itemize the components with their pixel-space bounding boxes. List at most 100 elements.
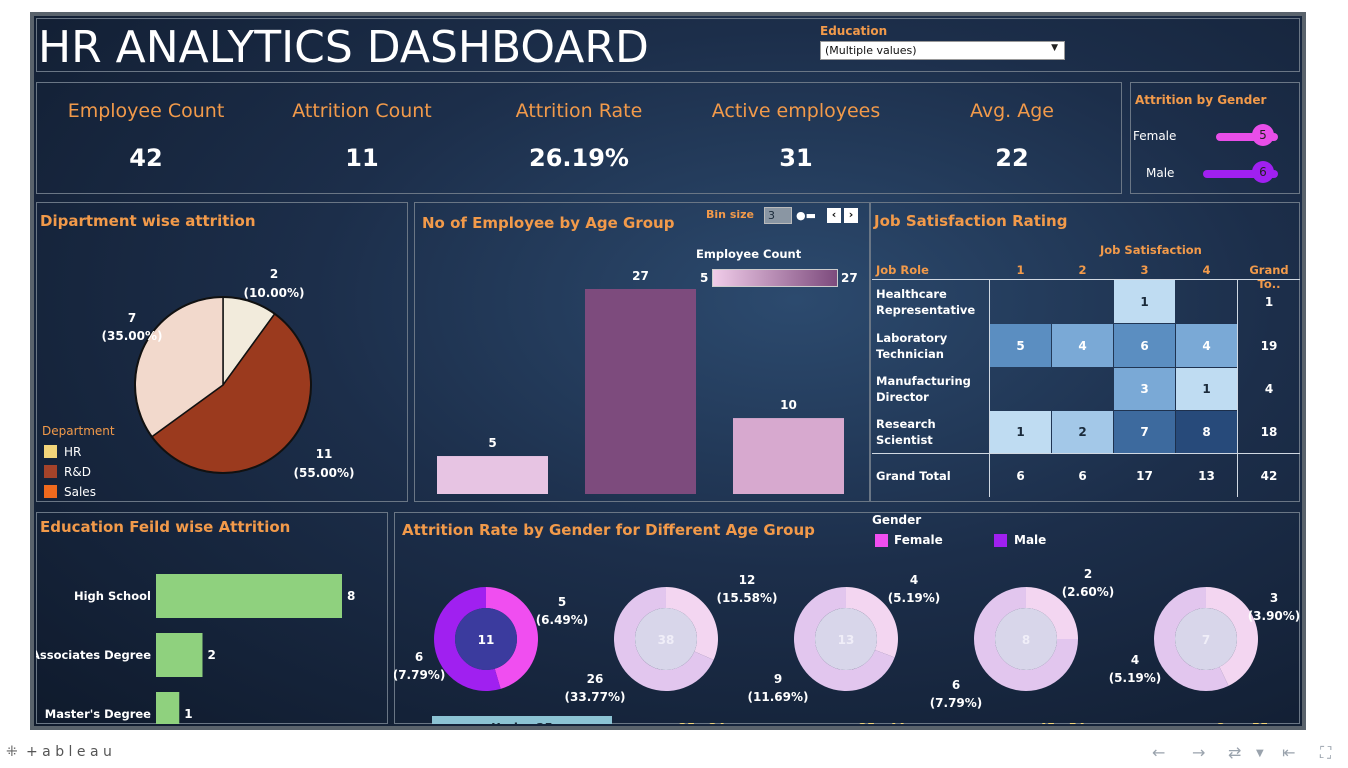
first-page-icon[interactable]: ⇤ xyxy=(1282,743,1296,762)
female-value-label: 5 xyxy=(558,595,566,609)
donut-female-segment xyxy=(486,587,538,689)
age-group-panel xyxy=(414,202,870,502)
male-pct-label: (5.19%) xyxy=(1109,671,1162,685)
kpi-value: 22 xyxy=(995,144,1029,172)
chevron-down-icon[interactable]: ▼ xyxy=(1256,748,1264,759)
age-bar xyxy=(733,418,844,494)
education-filter-dropdown[interactable]: (Multiple values) ▼ xyxy=(820,41,1065,60)
gender-bar xyxy=(1215,133,1278,141)
job-satisfaction-cell: 4 xyxy=(1176,324,1237,367)
donut-center xyxy=(635,608,697,670)
job-satisfaction-cell: 5 xyxy=(990,324,1051,367)
job-role-label: Laboratory Technician xyxy=(876,330,948,361)
kpi-label: Avg. Age xyxy=(969,100,1054,122)
pie-pct-label: (55.00%) xyxy=(294,466,355,480)
job-satisfaction-cell: 6 xyxy=(1114,324,1175,367)
age-tab-label: 35 - 44 xyxy=(859,721,906,724)
job-satisfaction-cell: 2 xyxy=(1052,411,1113,453)
job-satisfaction-col-label: 3 xyxy=(1140,263,1149,277)
job-satisfaction-cell: 13 xyxy=(1198,469,1215,483)
job-satisfaction-cell: 18 xyxy=(1260,425,1278,439)
color-legend-min: 5 xyxy=(700,271,709,285)
gender-panel-title: Attrition by Gender xyxy=(1135,93,1267,107)
revert-icon[interactable]: ⇄ xyxy=(1228,743,1242,762)
department-panel xyxy=(36,202,408,502)
job-satisfaction-cell: 3 xyxy=(1114,368,1175,410)
job-satisfaction-cell: 17 xyxy=(1136,469,1153,483)
donut-male-segment xyxy=(794,587,895,691)
color-legend-ramp xyxy=(712,269,838,287)
female-pct-label: (3.90%) xyxy=(1248,609,1300,623)
age-group-bar-chart[interactable]: 51827211024 xyxy=(414,202,870,502)
female-value-label: 3 xyxy=(1270,591,1278,605)
pie-pct-label: (10.00%) xyxy=(244,286,305,300)
kpi-value: 42 xyxy=(129,144,163,172)
redo-icon[interactable]: → xyxy=(1192,743,1206,762)
education-chart-title: Education Feild wise Attrition xyxy=(40,518,291,536)
department-legend-title: Department xyxy=(42,424,115,438)
female-pct-label: (15.58%) xyxy=(717,591,778,605)
male-pct-label: (11.69%) xyxy=(748,690,809,704)
male-value-label: 6 xyxy=(952,678,960,692)
education-bar-chart[interactable]: High School 8 Associates Degree 2 Master's D… xyxy=(36,512,388,724)
color-legend-max: 27 xyxy=(841,271,858,285)
slider-icon[interactable]: ●▬ xyxy=(796,209,816,222)
donut-center-value: 38 xyxy=(658,633,675,647)
age-bar xyxy=(585,289,696,494)
department-legend-swatch xyxy=(44,485,57,498)
male-pct-label: (7.79%) xyxy=(394,668,445,682)
donut-center-value: 8 xyxy=(1022,633,1030,647)
job-satisfaction-cell xyxy=(1176,280,1237,323)
kpi-value: 31 xyxy=(779,144,813,172)
kpi-label: Employee Count xyxy=(67,100,225,122)
fullscreen-icon[interactable]: ⛶ xyxy=(1320,743,1332,762)
job-role-header: Job Role xyxy=(876,263,929,277)
color-legend-title: Employee Count xyxy=(696,247,802,261)
table-line xyxy=(872,279,1300,280)
education-panel xyxy=(36,512,388,724)
education-bar-value: 1 xyxy=(184,707,192,721)
age-tab-label: 45 - 54 xyxy=(1039,721,1086,724)
education-bar-category: Associates Degree xyxy=(36,648,151,662)
department-pie-chart[interactable]: 2 (10.00%) 11 (55.00%) 7 (35.00%) Department HR… xyxy=(36,202,408,502)
age-tab-label: Over 55 xyxy=(1216,721,1269,724)
gender-bar xyxy=(1203,170,1278,178)
gender-age-chart-title: Attrition Rate by Gender for Different A… xyxy=(402,521,815,539)
pie-outline xyxy=(134,296,312,474)
chevron-right-button[interactable]: › xyxy=(844,208,858,223)
kpi-value: 26.19% xyxy=(529,144,629,172)
pie-value-label: 7 xyxy=(128,311,136,325)
education-bar-category: High School xyxy=(74,589,151,603)
chevron-down-icon: ▼ xyxy=(1051,43,1058,53)
gender-value-circle: 5 xyxy=(1252,124,1274,146)
department-legend-swatch xyxy=(44,465,57,478)
bin-size-value: 3 xyxy=(768,209,775,222)
gender-row-label: Male xyxy=(1146,166,1175,180)
undo-icon[interactable]: ← xyxy=(1152,743,1166,762)
female-value-label: 4 xyxy=(910,573,918,587)
table-line xyxy=(989,279,990,497)
chevron-left-button[interactable]: ‹ xyxy=(827,208,841,223)
age-bar xyxy=(437,456,548,494)
bin-size-input[interactable]: 3 xyxy=(764,207,792,224)
job-satisfaction-cell xyxy=(1052,280,1113,323)
job-satisfaction-col-label: 2 xyxy=(1078,263,1087,277)
job-satisfaction-panel xyxy=(870,202,1300,502)
pie-pct-label: (35.00%) xyxy=(102,329,163,343)
education-bar xyxy=(156,574,342,618)
job-satisfaction-col-header: Job Satisfaction xyxy=(1100,243,1202,257)
gender-age-donut-charts[interactable]: 115(6.49%)6(7.79%)Under 253812(15.58%)26… xyxy=(394,512,1300,724)
donut-female-segment xyxy=(666,587,718,660)
donut-center xyxy=(1175,608,1237,670)
age-tab-label: Under 25 xyxy=(491,721,553,724)
job-satisfaction-cell: 4 xyxy=(1264,382,1274,396)
job-satisfaction-col-label: 1 xyxy=(1016,263,1025,277)
female-value-label: 12 xyxy=(739,573,756,587)
job-satisfaction-cell xyxy=(1052,368,1113,410)
male-legend-swatch xyxy=(994,534,1007,547)
gender-panel xyxy=(1130,82,1300,194)
female-pct-label: (5.19%) xyxy=(888,591,941,605)
table-line xyxy=(872,453,1300,454)
tableau-toolbar: ⁜ + a b l e a u ← → ⇄ ▼ ⇤ ⛶ xyxy=(0,738,1348,768)
female-value-label: 2 xyxy=(1084,567,1092,581)
